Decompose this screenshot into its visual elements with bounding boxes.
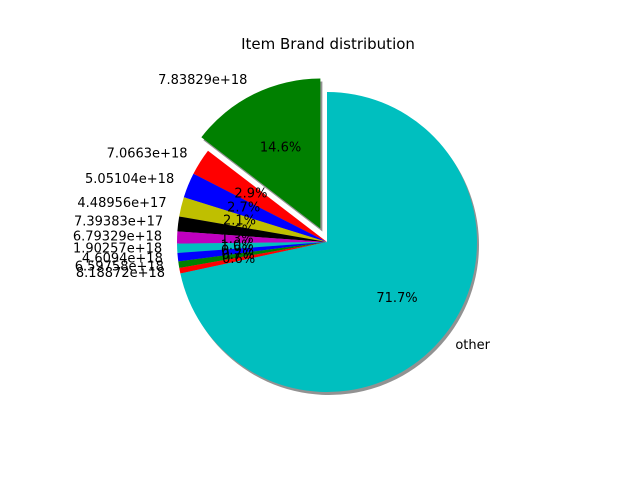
pie-slice	[201, 78, 321, 229]
pie-slice-percent: 0.6%	[222, 252, 255, 267]
pie-slice	[183, 173, 327, 242]
pie-slice	[177, 231, 327, 244]
pie-slice-label: 1.90257e+18	[73, 241, 162, 256]
pie-slice-percent: 71.7%	[376, 291, 417, 306]
pie-slice-label: 7.39383e+17	[74, 215, 163, 230]
pie-slice	[193, 150, 327, 242]
pie-slice	[180, 92, 478, 392]
pie-slice-percent: 0.7%	[222, 248, 255, 263]
pie-slice-percent: 1.3%	[221, 232, 254, 247]
pie-slice-label: 7.0663e+18	[107, 146, 188, 161]
chart-title: Item Brand distribution	[241, 35, 415, 53]
pie-slice-percent: 1.0%	[221, 238, 254, 253]
pie-slice-percent: 2.1%	[223, 213, 256, 228]
pie-slice-label: 5.05104e+18	[85, 172, 174, 187]
pie-slice-label: other	[455, 338, 490, 353]
pie-slice-label: 4.48956e+17	[77, 196, 166, 211]
pie-slice-percent: 2.9%	[234, 186, 267, 201]
pie-slice-label: 8.18872e+18	[76, 266, 165, 281]
pie-labels: 7.83829e+18 14.6% 7.0663e+18 2.9% 5.05104e+1…	[73, 73, 491, 353]
pie-slice-percent: 14.6%	[260, 140, 301, 155]
pie-slice-percent: 2.7%	[227, 200, 260, 215]
pie-slice	[177, 216, 327, 242]
pie-slice	[178, 242, 327, 268]
pie-slice-label: 7.83829e+18	[158, 73, 247, 88]
pie-slice-percent: 0.9%	[221, 244, 254, 259]
pie-slice-label: 6.59758e+18	[75, 260, 164, 275]
pie-wedges	[177, 78, 478, 392]
pie-slice-label: 4.6094e+18	[82, 251, 163, 266]
pie-slice	[177, 242, 327, 262]
pie-slice-percent: 1.6%	[221, 224, 254, 239]
pie-slice-label: 6.79329e+18	[73, 230, 162, 245]
pie-slice	[179, 242, 327, 274]
pie-slice	[179, 197, 327, 242]
pie-slice	[177, 242, 327, 254]
